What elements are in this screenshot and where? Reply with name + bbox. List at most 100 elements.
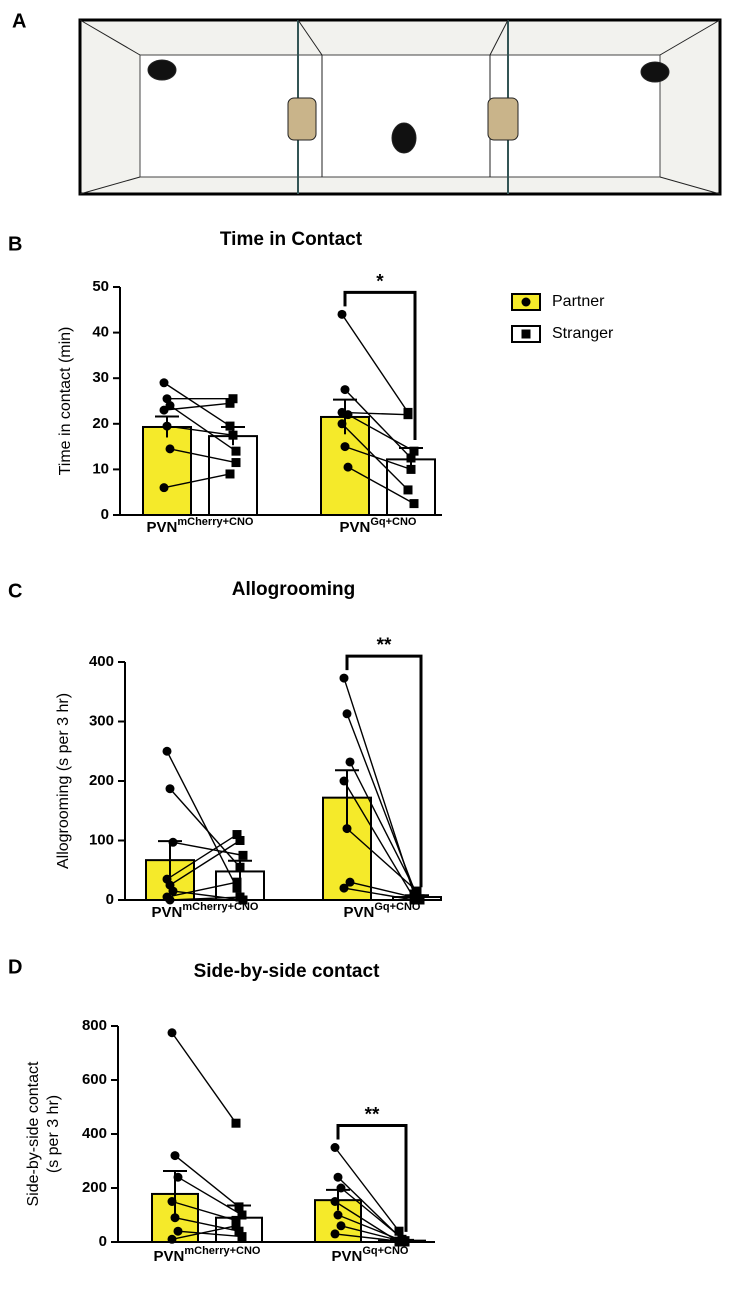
data-point [159, 483, 169, 493]
pair-line [334, 1233, 400, 1242]
y-tick-label: 10 [92, 460, 109, 477]
data-point [167, 1197, 177, 1206]
y-tick-label: 800 [82, 1017, 107, 1034]
pair-line [171, 1225, 237, 1240]
category-superscript: Gq+CNO [370, 516, 417, 528]
data-point [415, 894, 425, 904]
y-tick-label: 50 [92, 278, 109, 295]
data-point [159, 405, 169, 415]
pair-line [177, 1176, 243, 1216]
data-point [235, 892, 245, 902]
data-point [231, 1215, 241, 1225]
data-point [238, 850, 248, 860]
data-point [343, 462, 353, 472]
data-point [235, 862, 245, 872]
pair-line [349, 881, 421, 900]
significance-bracket [345, 654, 423, 888]
data-point [173, 1172, 183, 1182]
y-tick-label: 20 [92, 415, 109, 432]
pair-line [347, 466, 415, 505]
data-point [228, 430, 238, 440]
data-point [337, 407, 347, 417]
data-point [173, 1226, 183, 1236]
data-point [342, 824, 352, 834]
data-point [232, 883, 242, 893]
category-superscript: mCherry+CNO [184, 1245, 261, 1257]
data-point [330, 1229, 340, 1239]
x-tick-label: PVNmCherry+CNO [154, 1245, 261, 1265]
data-point [228, 394, 238, 404]
data-point [333, 1210, 343, 1220]
data-point [345, 757, 355, 767]
pair-line [346, 713, 418, 898]
data-point [162, 394, 172, 404]
x-tick-label: PVNGq+CNO [332, 1245, 409, 1265]
y-tick-label: 100 [89, 831, 114, 848]
pair-line [169, 404, 237, 452]
data-point [231, 1221, 241, 1231]
pair-line [169, 448, 237, 464]
y-tick-label: 400 [89, 653, 114, 670]
chart-title: Allogrooming [232, 579, 355, 600]
data-point [168, 837, 178, 847]
y-axis-label: Allogrooming (s per 3 hr) [55, 693, 72, 869]
data-point [165, 784, 175, 794]
chart-title: Time in Contact [220, 229, 363, 250]
panel-label: B [8, 233, 22, 255]
data-point [339, 883, 349, 893]
panel-label: C [8, 580, 22, 602]
data-point [168, 886, 178, 896]
pair-line [172, 841, 244, 857]
category-base: PVN [154, 1248, 185, 1265]
y-tick-label: 0 [99, 1233, 107, 1250]
y-tick-label: 0 [106, 891, 114, 908]
data-point [234, 1226, 244, 1236]
data-point [409, 895, 419, 905]
panel-label: D [8, 956, 22, 978]
pair-line [166, 750, 238, 889]
x-tick-label: PVNmCherry+CNO [147, 516, 254, 536]
category-superscript: mCherry+CNO [177, 516, 254, 528]
pair-line [174, 1155, 240, 1208]
data-point [336, 1183, 346, 1193]
significance-bracket [343, 290, 417, 440]
y-tick-label: 40 [92, 324, 109, 341]
category-base: PVN [152, 904, 183, 921]
y-axis-label: (s per 3 hr) [45, 1095, 62, 1173]
y-tick-label: 600 [82, 1071, 107, 1088]
data-point [339, 776, 349, 786]
data-point [232, 877, 242, 887]
data-point [403, 410, 413, 420]
pair-line [347, 414, 415, 452]
panel-label: A [12, 10, 26, 32]
pair-line [177, 1230, 243, 1238]
data-point [400, 1237, 410, 1247]
pair-line [171, 1200, 237, 1222]
pair-line [166, 425, 234, 436]
category-base: PVN [340, 519, 371, 536]
pair-line [334, 1147, 400, 1232]
y-axis-label: Side-by-side contact [25, 1061, 42, 1207]
data-point [237, 1210, 247, 1220]
y-tick-label: 30 [92, 369, 109, 386]
chart-title: Side-by-side contact [194, 961, 380, 982]
data-point [167, 1234, 177, 1244]
category-base: PVN [344, 904, 375, 921]
pair-line [340, 1187, 406, 1242]
data-point [231, 1118, 241, 1128]
pair-line [341, 313, 409, 413]
significance-label: ** [365, 1105, 380, 1126]
category-base: PVN [147, 519, 178, 536]
x-tick-label: PVNGq+CNO [344, 901, 421, 921]
pair-line [340, 1225, 406, 1243]
y-tick-label: 400 [82, 1125, 107, 1142]
data-point [170, 1213, 180, 1223]
data-point [165, 895, 175, 905]
data-point [170, 1151, 180, 1161]
pair-line [341, 411, 409, 416]
category-base: PVN [332, 1248, 363, 1265]
data-point [394, 1226, 404, 1236]
data-point [165, 444, 175, 454]
category-superscript: Gq+CNO [374, 901, 421, 913]
